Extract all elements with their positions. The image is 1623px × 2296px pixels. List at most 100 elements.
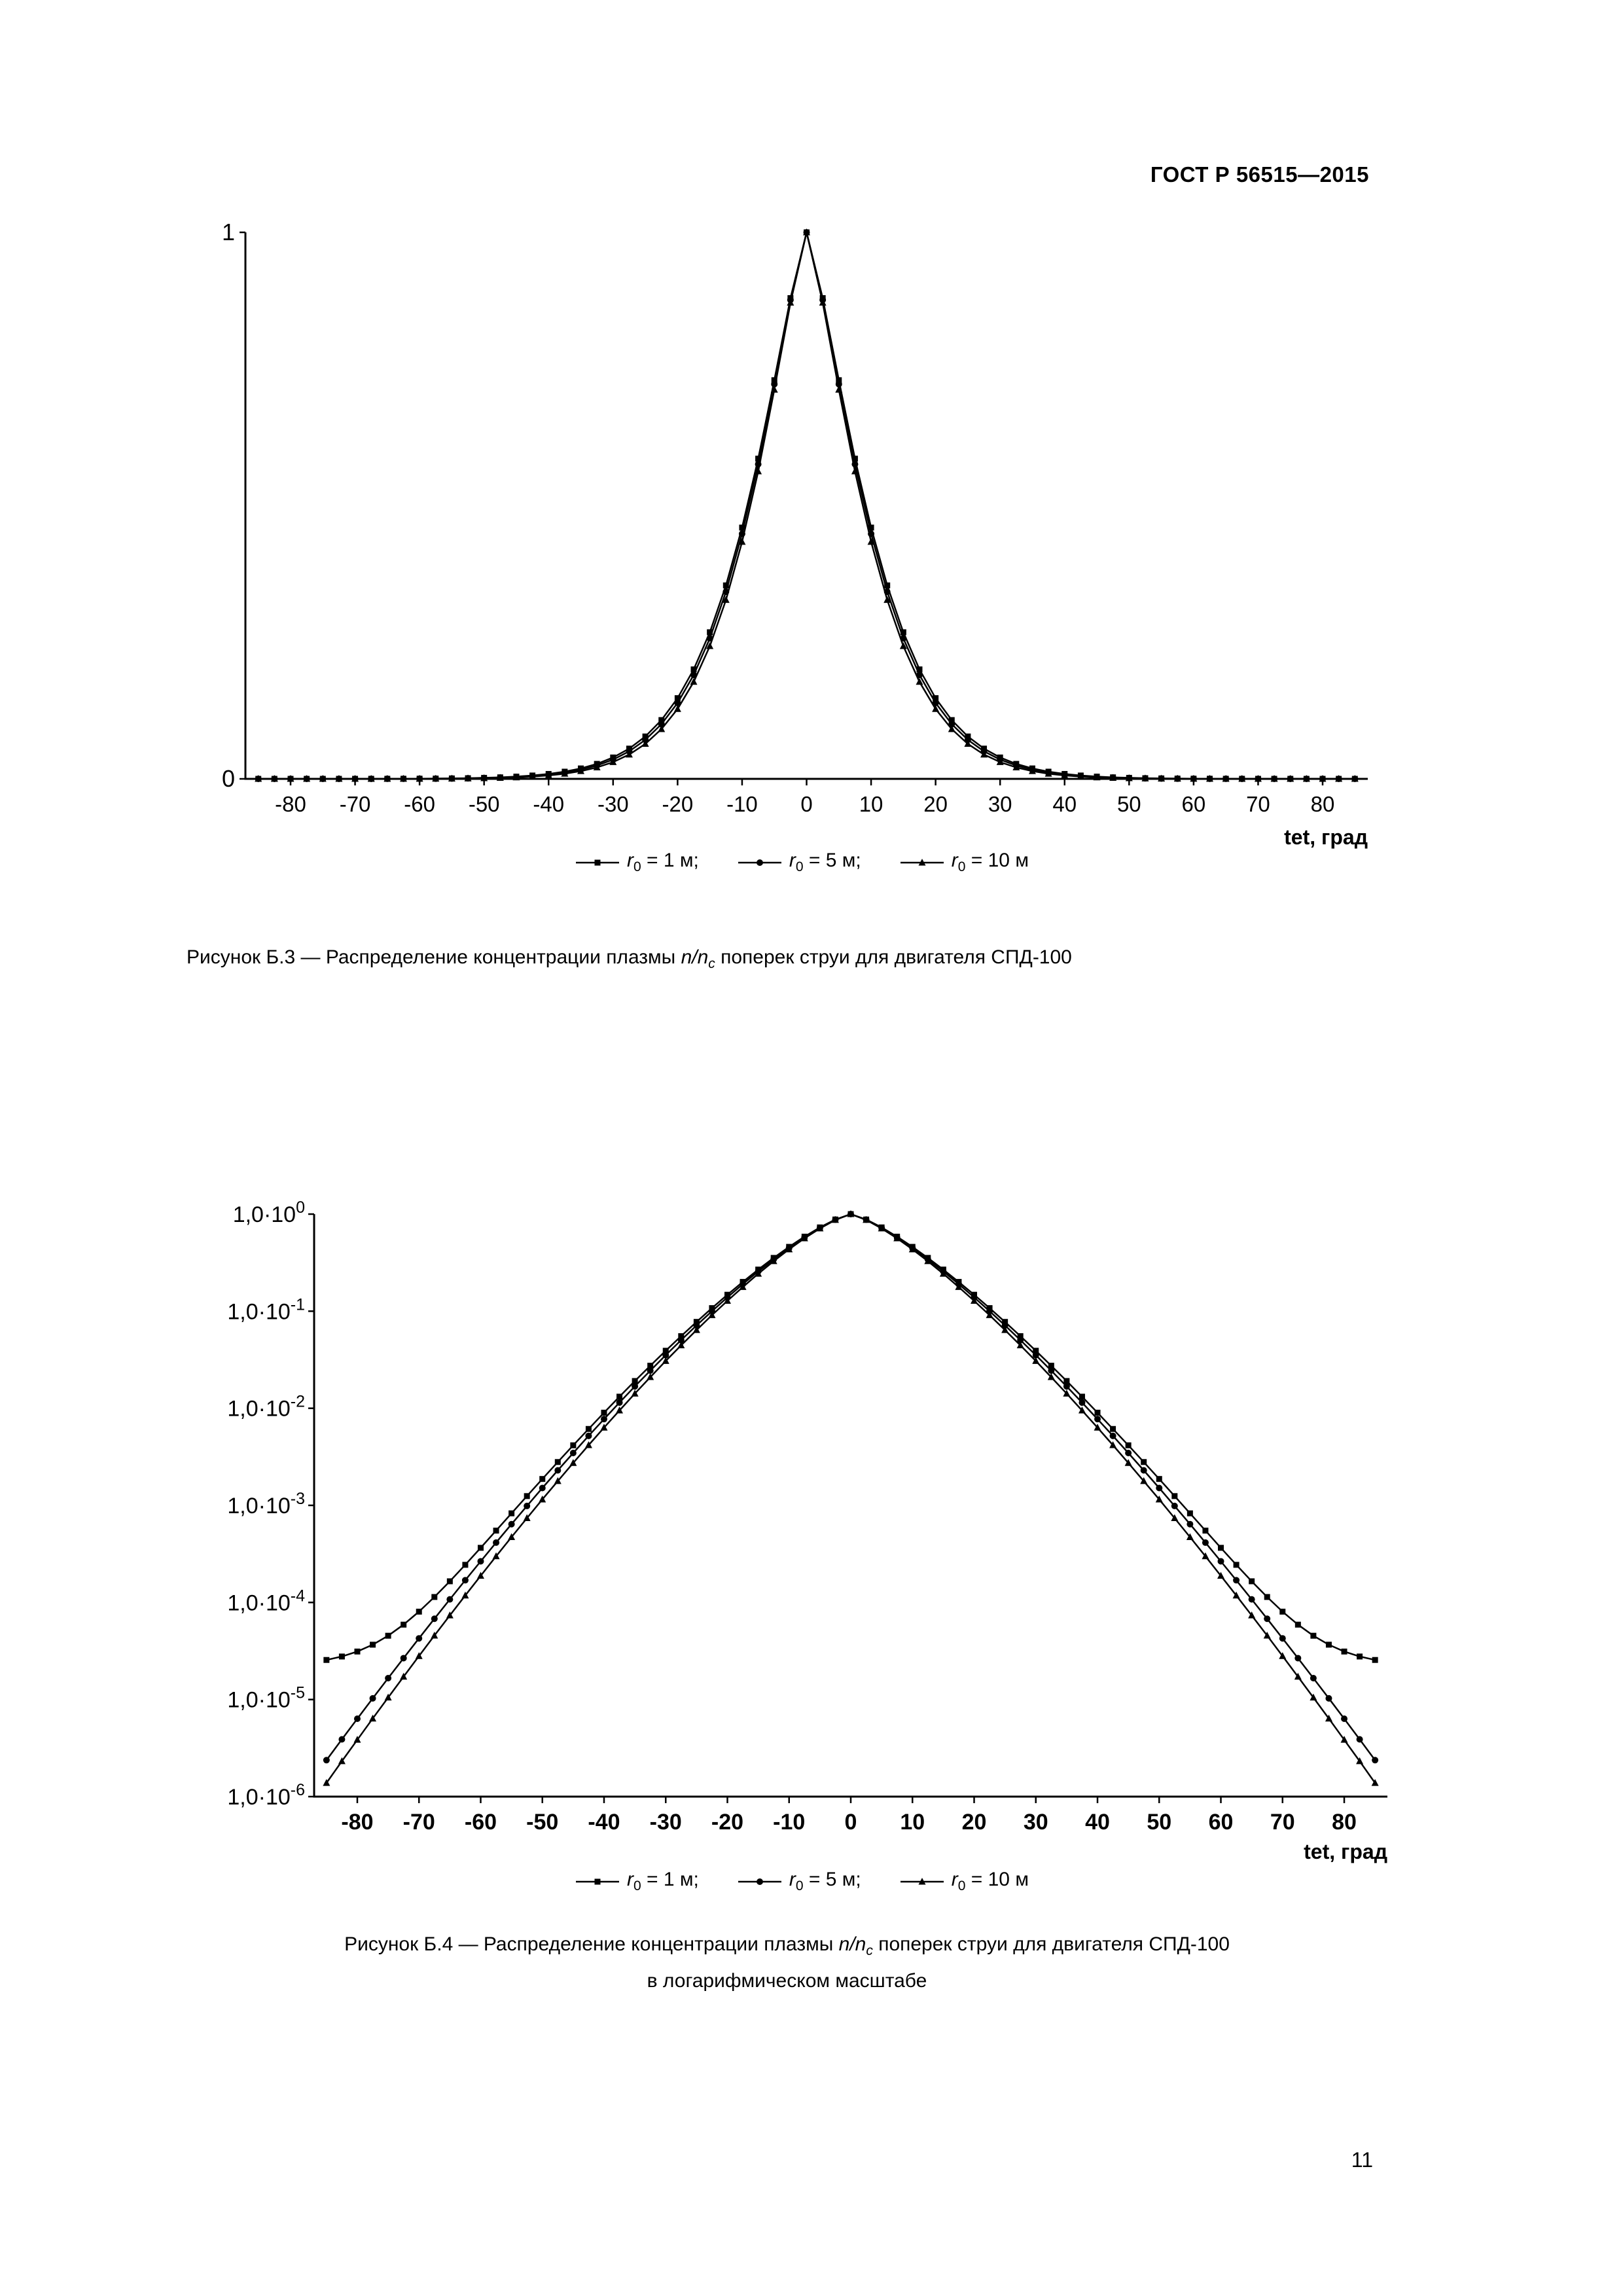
triangle-marker (625, 750, 633, 758)
square-marker (948, 717, 955, 723)
legend-label: r0 = 5 м; (789, 1869, 861, 1893)
triangle-marker (986, 1311, 993, 1318)
triangle-marker (508, 1533, 516, 1540)
caption-b4-formula: n/n (838, 1933, 866, 1955)
triangle-marker (496, 774, 504, 781)
triangle-marker (1077, 772, 1084, 780)
square-marker (370, 1641, 376, 1648)
triangle-marker (1340, 1736, 1348, 1743)
circle-marker (1325, 1695, 1332, 1702)
legend-item-r0_1: r0 = 1 м; (575, 1869, 699, 1894)
triangle-marker (1206, 774, 1214, 782)
square-legend-glyph (576, 859, 620, 865)
circle-marker (353, 1715, 361, 1723)
chart-b4-log: -80 -70 -60 -50 -40 -30 -20 -10 0 10 20 30 40 50 60 70 8… (227, 1198, 1387, 1863)
circle-marker (554, 1467, 562, 1474)
square-marker (1110, 1426, 1116, 1432)
triangle-marker (270, 774, 278, 782)
triangle-marker (593, 763, 601, 771)
square-marker (632, 1378, 638, 1384)
triangle-marker (738, 537, 746, 545)
y-tick-label: 0 (222, 765, 235, 792)
square-marker (554, 1459, 561, 1465)
square-marker (739, 524, 745, 531)
triangle-marker (755, 467, 762, 475)
square-marker (385, 1632, 391, 1639)
triangle-marker (529, 772, 537, 780)
square-marker (678, 1333, 685, 1339)
triangle-marker (647, 1373, 654, 1380)
triangle-marker (1222, 774, 1230, 782)
triangle-marker (1302, 774, 1310, 782)
circle-marker (446, 1596, 454, 1603)
square-marker (1279, 1608, 1286, 1615)
triangle-marker (867, 537, 875, 545)
triangle-marker (955, 1283, 963, 1290)
triangle-marker (770, 386, 778, 393)
circle-marker (1202, 1539, 1209, 1546)
circle-marker (416, 1635, 423, 1642)
square-marker (1063, 1378, 1070, 1384)
axes (244, 232, 1368, 780)
triangle-marker (690, 677, 698, 685)
x-axis-title: tet, град (1284, 825, 1368, 849)
triangle-marker (323, 1779, 330, 1786)
triangle-marker (787, 298, 794, 306)
circle-marker (400, 1655, 407, 1662)
caption-b3-prefix: Рисунок Б.3 — Распределение концентрации… (187, 946, 681, 968)
square-marker (690, 666, 697, 673)
triangle-marker (662, 1357, 669, 1364)
triangle-marker (1028, 767, 1036, 774)
x-tick-label: -30 (650, 1810, 682, 1835)
square-marker (1017, 1333, 1024, 1339)
square-marker (1325, 1641, 1332, 1648)
x-tick-label: -70 (403, 1810, 435, 1835)
x-tick-label: -20 (711, 1810, 743, 1835)
triangle-marker (1032, 1357, 1040, 1364)
square-marker (1125, 1442, 1132, 1448)
triangle-marker (338, 1757, 346, 1765)
circle-marker (1017, 1336, 1024, 1344)
triangle-marker (1171, 1514, 1179, 1522)
circle-marker (338, 1736, 346, 1743)
legend-item-r0_5: r0 = 5 м; (737, 1869, 861, 1894)
square-marker (477, 1545, 484, 1551)
square-marker (431, 1594, 438, 1600)
triangle-marker (1016, 1341, 1024, 1348)
square-marker (707, 629, 713, 636)
circle-marker (1079, 1399, 1086, 1406)
x-tick-label: -50 (526, 1810, 558, 1835)
x-tick-label: -50 (469, 792, 500, 816)
triangle-marker (461, 1591, 469, 1599)
triangle-marker (1294, 1672, 1302, 1680)
triangle-marker (1094, 1424, 1101, 1431)
chart-b4-legend: r0 = 1 м; r0 = 5 м; r0 = 10 м (216, 1869, 1387, 1894)
circle-marker (1156, 1484, 1163, 1492)
x-tick-label: 70 (1246, 792, 1270, 816)
triangle-marker (1155, 1495, 1163, 1503)
triangle-marker (1001, 1326, 1009, 1333)
triangle-marker (785, 1245, 793, 1253)
y-tick-label: 1,0·10-5 (227, 1684, 305, 1713)
triangle-marker (800, 1234, 808, 1242)
triangle-marker (641, 740, 649, 747)
triangle-marker (1254, 774, 1262, 782)
caption-b4-line2: в логарифмическом масштабе (647, 1970, 927, 1992)
triangle-marker (1356, 1757, 1364, 1765)
triangle-marker (287, 774, 294, 782)
circle-marker (477, 1558, 484, 1565)
triangle-marker (1044, 770, 1052, 777)
square-marker (722, 582, 729, 588)
x-tick-label: 20 (962, 1810, 987, 1835)
x-tick-label: 80 (1311, 792, 1335, 816)
triangle-marker (1217, 1571, 1225, 1579)
legend-item-r0_10: r0 = 10 м (899, 1869, 1029, 1894)
series-line-r0_5 (258, 231, 1355, 780)
legend-item-r0_5: r0 = 5 м; (737, 850, 861, 875)
triangle-marker (851, 467, 859, 475)
triangle-marker (980, 750, 988, 758)
triangle-marker (692, 1326, 700, 1333)
x-axis-title: tet, град (1304, 1840, 1387, 1863)
circle-marker (756, 1878, 763, 1885)
